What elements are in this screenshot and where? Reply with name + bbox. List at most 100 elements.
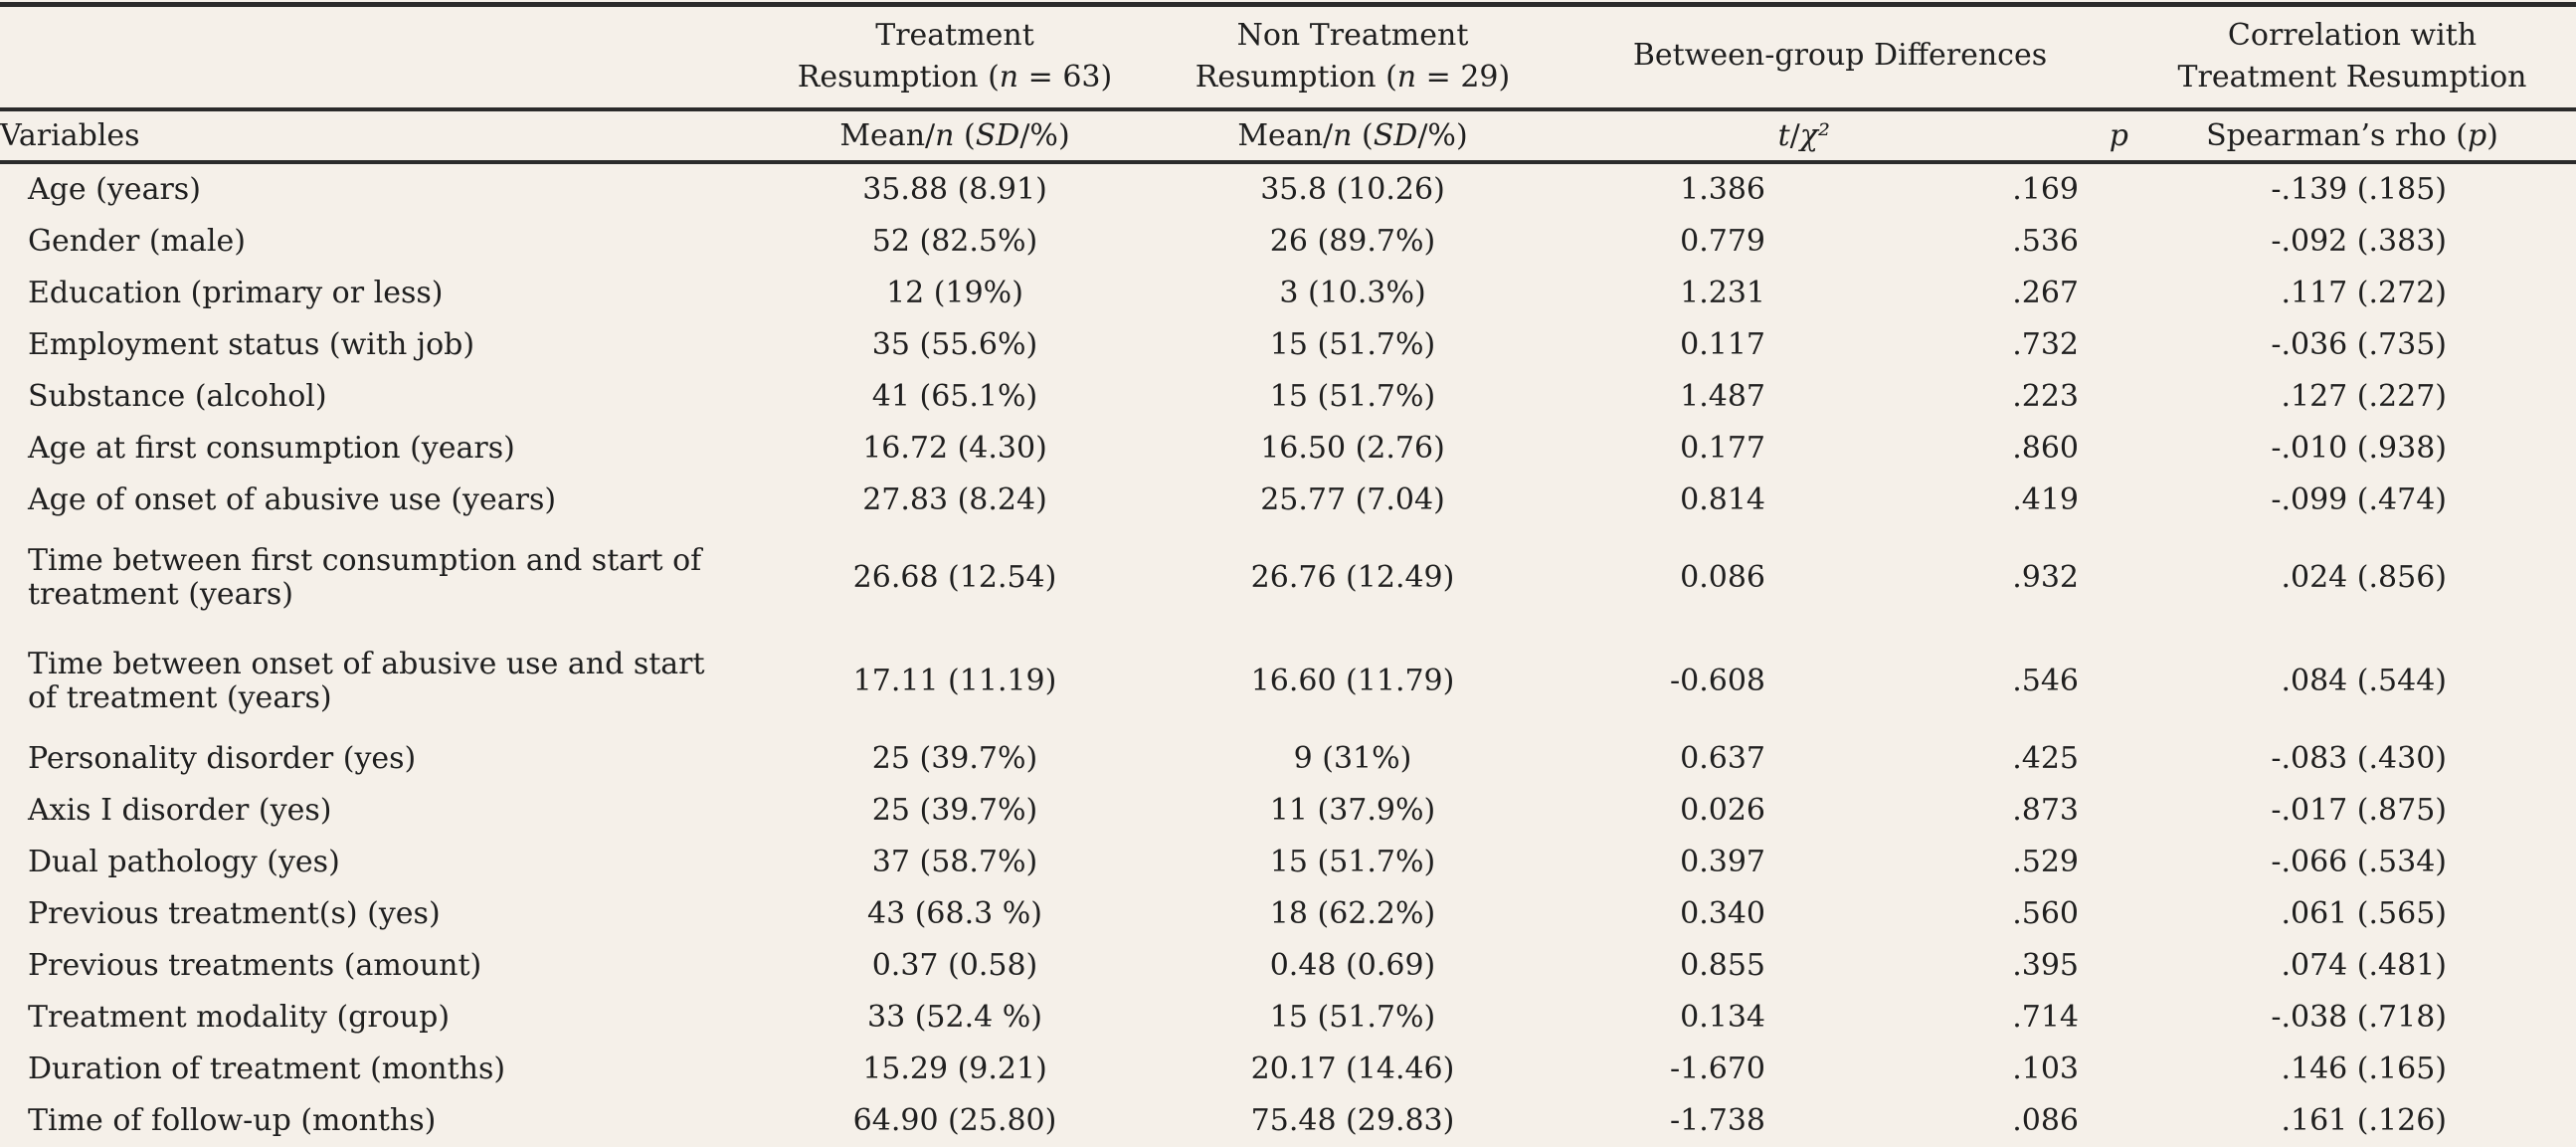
p-value: .267: [2012, 276, 2079, 310]
spearman-rho-value: .024 (.856): [2281, 560, 2447, 595]
spearman-rho-value: -.010 (.938): [2271, 431, 2447, 466]
col-header-correlation-with-treatment-resumption: Correlation with Treatment Resumption: [2128, 4, 2576, 111]
p-value: .223: [2012, 379, 2079, 414]
spearman-rho-value: -.083 (.430): [2271, 741, 2447, 776]
variable-label: Treatment modality (group): [28, 1000, 451, 1035]
header-line-1: Treatment: [875, 18, 1034, 53]
table-row: Age of onset of abusive use (years) 27.8…: [0, 475, 2576, 526]
non-treatment-resumption-value: 26 (89.7%): [1269, 224, 1436, 259]
treatment-resumption-value: 26.68 (12.54): [852, 560, 1057, 595]
treatment-resumption-value: 35 (55.6%): [871, 327, 1038, 362]
t-chi2-value: -0.608: [1669, 664, 1765, 698]
t-chi2-value: -1.738: [1669, 1103, 1765, 1138]
group-header-empty-cell: [0, 4, 756, 111]
non-treatment-resumption-value: 3 (10.3%): [1279, 276, 1426, 310]
variable-label: Personality disorder (yes): [28, 741, 417, 776]
non-treatment-resumption-value: 20.17 (14.46): [1250, 1051, 1455, 1086]
t-chi2-value: 1.386: [1680, 172, 1765, 207]
subheader-mean-sd-treatment: Mean/n (SD/%): [756, 109, 1154, 164]
table-row: Dual pathology (yes) 37 (58.7%) 15 (51.7…: [0, 837, 2576, 888]
spearman-rho-value: -.139 (.185): [2271, 172, 2447, 207]
non-treatment-resumption-value: 18 (62.2%): [1269, 896, 1436, 931]
p-value: .732: [2012, 327, 2079, 362]
p-value: .103: [2012, 1051, 2079, 1086]
col-header-between-group-differences: Between-group Differences: [1552, 4, 2128, 111]
spearman-rho-value: .127 (.227): [2281, 379, 2447, 414]
variable-label: Employment status (with job): [28, 327, 475, 362]
non-treatment-resumption-value: 15 (51.7%): [1269, 327, 1436, 362]
spearman-rho-value: .146 (.165): [2281, 1051, 2447, 1086]
treatment-resumption-value: 37 (58.7%): [871, 845, 1038, 879]
treatment-resumption-value: 27.83 (8.24): [862, 482, 1047, 517]
variable-label: Previous treatment(s) (yes): [28, 896, 441, 931]
header-line-2: Resumption (n = 63): [797, 60, 1113, 95]
variable-label: Age of onset of abusive use (years): [28, 482, 557, 517]
t-chi2-value: 0.397: [1680, 845, 1765, 879]
table-row: Treatment modality (group) 33 (52.4 %) 1…: [0, 992, 2576, 1044]
t-chi2-value: -1.670: [1669, 1051, 1765, 1086]
spearman-rho-value: -.092 (.383): [2271, 224, 2447, 259]
treatment-resumption-value: 35.88 (8.91): [862, 172, 1047, 207]
col-header-treatment-resumption: Treatment Resumption (n = 63): [756, 4, 1154, 111]
header-line-1: Non Treatment: [1236, 18, 1469, 53]
spearman-rho-value: -.036 (.735): [2271, 327, 2447, 362]
p-value: .169: [2012, 172, 2079, 207]
treatment-resumption-value: 25 (39.7%): [871, 793, 1038, 828]
p-value: .860: [2012, 431, 2079, 466]
variable-label: Axis I disorder (yes): [28, 793, 332, 828]
p-value: .086: [2012, 1103, 2079, 1138]
variable-label: Dual pathology (yes): [28, 845, 340, 879]
non-treatment-resumption-value: 15 (51.7%): [1269, 845, 1436, 879]
subheader-variables: Variables: [0, 109, 756, 164]
table-row: Employment status (with job) 35 (55.6%) …: [0, 319, 2576, 371]
non-treatment-resumption-value: 16.50 (2.76): [1260, 431, 1445, 466]
treatment-resumption-value: 41 (65.1%): [871, 379, 1038, 414]
variable-label: Duration of treatment (months): [28, 1051, 506, 1086]
treatment-resumption-value: 12 (19%): [886, 276, 1023, 310]
p-value: .546: [2012, 664, 2079, 698]
subheader-t-chi2: t/χ²: [1552, 109, 1830, 164]
treatment-resumption-value: 43 (68.3 %): [867, 896, 1042, 931]
t-chi2-value: 0.117: [1680, 327, 1765, 362]
subheader-p: p: [1830, 109, 2128, 164]
non-treatment-resumption-value: 35.8 (10.26): [1260, 172, 1445, 207]
header-line-1: Correlation with: [2227, 18, 2478, 53]
col-header-non-treatment-resumption: Non Treatment Resumption (n = 29): [1154, 4, 1552, 111]
spearman-rho-value: -.038 (.718): [2271, 1000, 2447, 1035]
t-chi2-value: 0.637: [1680, 741, 1765, 776]
table-row: Previous treatments (amount) 0.37 (0.58)…: [0, 940, 2576, 992]
non-treatment-resumption-value: 25.77 (7.04): [1260, 482, 1445, 517]
non-treatment-resumption-value: 0.48 (0.69): [1269, 948, 1436, 983]
treatment-resumption-value: 16.72 (4.30): [862, 431, 1047, 466]
variable-label: Education (primary or less): [28, 276, 444, 310]
treatment-resumption-value: 64.90 (25.80): [852, 1103, 1057, 1138]
table-row: Substance (alcohol) 41 (65.1%) 15 (51.7%…: [0, 371, 2576, 423]
table-row: Personality disorder (yes) 25 (39.7%) 9 …: [0, 733, 2576, 785]
header-line-2: Treatment Resumption: [2177, 60, 2527, 95]
t-chi2-value: 0.177: [1680, 431, 1765, 466]
t-chi2-value: 0.855: [1680, 948, 1765, 983]
spearman-rho-value: .084 (.544): [2281, 664, 2447, 698]
subheader-mean-sd-non-treatment: Mean/n (SD/%): [1154, 109, 1552, 164]
non-treatment-resumption-value: 16.60 (11.79): [1250, 664, 1455, 698]
t-chi2-value: 1.231: [1680, 276, 1765, 310]
table-row: Age (years) 35.88 (8.91) 35.8 (10.26) 1.…: [0, 162, 2576, 216]
t-chi2-value: 1.487: [1680, 379, 1765, 414]
spearman-rho-value: .061 (.565): [2281, 896, 2447, 931]
p-value: .536: [2012, 224, 2079, 259]
non-treatment-resumption-value: 15 (51.7%): [1269, 379, 1436, 414]
group-header-row: Treatment Resumption (n = 63) Non Treatm…: [0, 4, 2576, 111]
non-treatment-resumption-value: 75.48 (29.83): [1250, 1103, 1455, 1138]
p-value: .932: [2012, 560, 2079, 595]
sub-header-row: Variables Mean/n (SD/%) Mean/n (SD/%) t/…: [0, 109, 2576, 164]
t-chi2-value: 0.340: [1680, 896, 1765, 931]
treatment-resumption-value: 17.11 (11.19): [852, 664, 1057, 698]
t-chi2-value: 0.086: [1680, 560, 1765, 595]
non-treatment-resumption-value: 11 (37.9%): [1269, 793, 1436, 828]
t-chi2-value: 0.779: [1680, 224, 1765, 259]
t-chi2-value: 0.134: [1680, 1000, 1765, 1035]
spearman-rho-value: -.066 (.534): [2271, 845, 2447, 879]
treatment-resumption-value: 52 (82.5%): [871, 224, 1038, 259]
treatment-resumption-value: 33 (52.4 %): [867, 1000, 1042, 1035]
